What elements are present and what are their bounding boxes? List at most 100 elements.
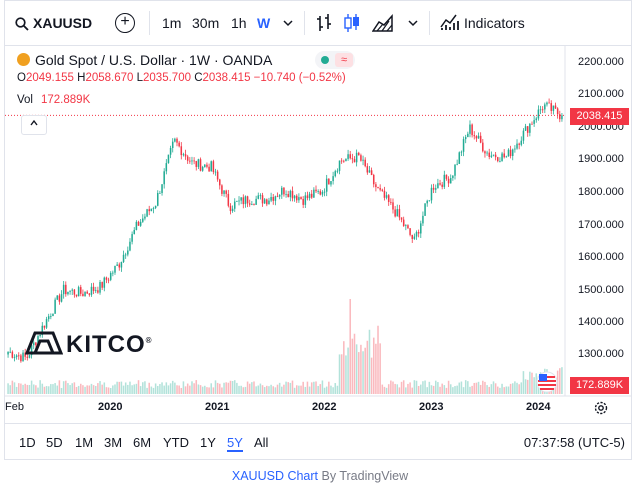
candle-body	[186, 156, 189, 161]
candle-body	[323, 191, 326, 193]
area-chart-icon[interactable]	[371, 13, 394, 38]
volume-bar	[80, 383, 82, 394]
volume-bar	[535, 373, 538, 394]
volume-bar	[159, 384, 161, 394]
range-1d[interactable]: 1D	[19, 435, 36, 450]
volume-bar	[471, 385, 473, 394]
candle-body	[330, 181, 332, 185]
market-status-pill[interactable]: ≈	[315, 51, 355, 69]
volume-bar	[69, 385, 71, 394]
volume-bar	[360, 344, 362, 394]
volume-bar	[174, 382, 176, 394]
price-tick: 1900.000	[578, 153, 624, 165]
volume-bar	[204, 385, 206, 394]
volume-bar	[351, 338, 354, 394]
interval-1h[interactable]: 1h	[231, 15, 247, 31]
volume-bar	[178, 385, 180, 394]
candle-body	[405, 225, 407, 227]
by-tradingview[interactable]: By TradingView	[321, 469, 409, 483]
volume-bar	[499, 387, 501, 394]
range-all[interactable]: All	[254, 435, 269, 450]
us-flag-icon[interactable]	[536, 371, 558, 393]
candle-body	[15, 355, 18, 358]
open-label: O	[17, 72, 26, 84]
candle-body	[9, 351, 11, 353]
candle-body	[105, 277, 108, 280]
volume-bar	[293, 387, 296, 394]
volume-bar	[347, 347, 349, 394]
interval-1m[interactable]: 1m	[162, 15, 182, 31]
range-1y[interactable]: 1Y	[200, 435, 216, 450]
candlestick-icon[interactable]	[343, 13, 361, 38]
volume-bar	[120, 381, 123, 394]
candle-body	[328, 178, 330, 185]
candle-body	[522, 130, 525, 141]
candle-body	[325, 178, 328, 192]
candle-body	[35, 342, 37, 346]
candle-body	[550, 103, 553, 111]
range-5y[interactable]: 5Y	[227, 435, 243, 452]
volume-bar	[533, 377, 535, 394]
candle-body	[559, 114, 561, 120]
candle-body	[353, 159, 356, 163]
candle-body	[464, 137, 467, 140]
volume-bar	[518, 384, 520, 394]
interval-30m[interactable]: 30m	[192, 15, 220, 31]
candle-body	[94, 290, 97, 292]
volume-bar	[287, 382, 289, 394]
candle-body	[114, 265, 116, 273]
range-ytd[interactable]: YTD	[163, 435, 189, 450]
candle-body	[278, 194, 281, 197]
candle-body	[434, 188, 437, 190]
candle-body	[60, 294, 63, 302]
volume-bar	[62, 381, 65, 394]
candle-body	[291, 190, 294, 199]
chevron-down-icon[interactable]	[407, 13, 419, 38]
candle-body	[315, 189, 317, 192]
volume-bar	[152, 387, 155, 394]
candle-body	[171, 141, 174, 149]
chart-link[interactable]: XAUUSD Chart	[231, 469, 319, 483]
volume-bar	[355, 344, 358, 394]
candle-body	[417, 232, 420, 234]
volume-bar	[103, 382, 106, 394]
indicators-button[interactable]: Indicators	[440, 13, 525, 33]
candle-body	[509, 149, 512, 156]
range-3m[interactable]: 3M	[104, 435, 123, 450]
candle-body	[479, 135, 482, 143]
range-6m[interactable]: 6M	[133, 435, 152, 450]
volume-bar	[122, 385, 125, 394]
compare-add-button[interactable]: +	[115, 13, 135, 33]
volume-bar	[349, 299, 351, 394]
volume-bar	[223, 382, 225, 394]
candle-body	[394, 209, 396, 217]
volume-bar	[184, 386, 187, 394]
candle-body	[32, 342, 35, 346]
volume-bar	[37, 387, 39, 394]
volume-bar	[443, 385, 446, 394]
collapse-legend-button[interactable]	[21, 115, 47, 135]
price-tick: 1700.000	[578, 219, 624, 231]
volume-bar	[428, 381, 431, 394]
range-1m[interactable]: 1M	[75, 435, 94, 450]
volume-bar	[167, 385, 170, 394]
price-chart[interactable]	[5, 46, 631, 423]
volume-bar	[556, 370, 559, 394]
clock-timezone[interactable]: 07:37:58 (UTC-5)	[523, 435, 625, 450]
volume-bar	[208, 387, 210, 394]
candle-body	[225, 190, 227, 194]
kitco-watermark: KITCO®	[25, 329, 153, 359]
gear-icon[interactable]	[593, 400, 609, 416]
symbol-search[interactable]: XAUUSD	[15, 13, 92, 33]
range-5d[interactable]: 5D	[46, 435, 63, 450]
volume-bar	[353, 333, 356, 394]
interval-w[interactable]: W	[257, 15, 271, 31]
chevron-down-icon[interactable]	[282, 13, 294, 38]
volume-bar	[17, 383, 20, 394]
candle-body	[229, 205, 232, 212]
bar-chart-icon[interactable]	[315, 13, 333, 38]
volume-bar	[186, 383, 189, 394]
volume-bar	[340, 354, 343, 394]
candle-body	[124, 254, 127, 256]
chart-widget: XAUUSD + 1m 30m 1h W Indicators	[4, 0, 632, 460]
